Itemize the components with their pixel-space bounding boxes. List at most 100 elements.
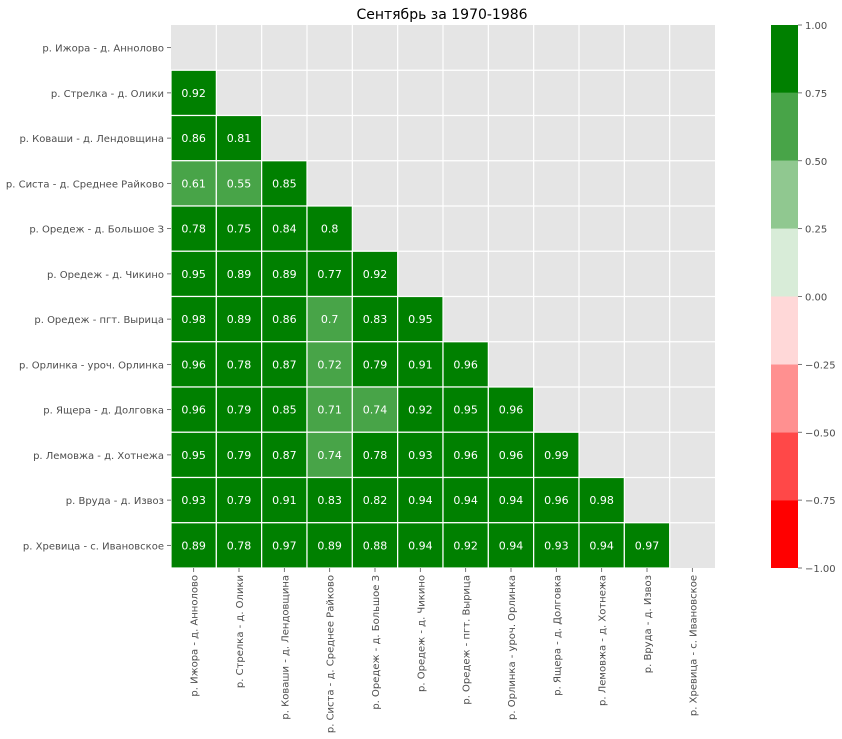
cell-value-label: 0.94 — [499, 494, 524, 507]
cell-value-label: 0.84 — [272, 223, 297, 236]
colorbar-segment — [771, 25, 798, 93]
heatmap-cell — [351, 386, 399, 433]
cell-value-label: 0.89 — [317, 539, 342, 552]
cell-value-label: 0.93 — [544, 539, 569, 552]
x-tick-label: р. Лемовжа - д. Хотнежа — [598, 575, 609, 706]
cell-value-label: 0.78 — [363, 449, 388, 462]
cell-value-label: 0.87 — [272, 358, 297, 371]
heatmap-cell — [306, 476, 353, 524]
cell-value-label: 0.72 — [317, 358, 342, 371]
chart-title: Сентябрь за 1970-1986 — [356, 7, 527, 23]
y-tick-label: р. Оредеж - д. Большое З — [29, 225, 164, 236]
heatmap-cell — [215, 431, 263, 479]
heatmap-cell — [170, 205, 217, 252]
cell-value-label: 0.85 — [272, 404, 297, 417]
cell-value-label: 0.92 — [408, 404, 433, 417]
cell-value-label: 0.89 — [272, 268, 297, 281]
cell-value-label: 0.96 — [453, 449, 478, 462]
heatmap-cell — [623, 522, 671, 569]
cell-value-label: 0.81 — [227, 132, 252, 145]
cell-value-label: 0.94 — [453, 494, 478, 507]
heatmap-cell — [578, 476, 625, 524]
colorbar: −1.00 −0.75 −0.50 −0.25 0.00 0.25 0.50 0.75 1.00 — [771, 21, 836, 575]
cell-value-label: 0.96 — [499, 449, 524, 462]
heatmap-cell — [261, 431, 308, 479]
cell-value-label: 0.96 — [181, 358, 206, 371]
cell-value-label: 0.94 — [408, 494, 433, 507]
cell-value-label: 0.79 — [227, 449, 252, 462]
colorbar-segment — [771, 364, 798, 433]
heatmap-cell — [351, 250, 399, 298]
heatmap-cell — [533, 431, 580, 479]
cell-value-label: 0.96 — [181, 404, 206, 417]
y-axis: р. Ижора - д. Аннолово р. Стрелка - д. Ол… — [6, 44, 171, 552]
x-tick-label: р. Орлинка - уроч. Орлинка — [507, 575, 518, 720]
heatmap-cell — [261, 341, 308, 388]
x-tick-label: р. Ящера - д. Долговка — [552, 575, 563, 696]
y-tick-label: р. Оредеж - д. Чикино — [47, 270, 164, 281]
cell-value-label: 0.96 — [499, 404, 524, 417]
cell-value-label: 0.77 — [317, 268, 342, 281]
cell-value-label: 0.99 — [544, 449, 569, 462]
heatmap-cell — [215, 522, 263, 569]
cell-value-label: 0.95 — [408, 313, 433, 326]
cell-value-label: 0.91 — [272, 494, 297, 507]
x-tick-label: р. Хревица - с. Ивановское — [688, 575, 699, 716]
heatmap-cell — [578, 522, 625, 569]
x-tick-label: р. Оредеж - д. Большое З — [371, 575, 382, 710]
cell-value-label: 0.93 — [181, 494, 206, 507]
heatmap-cell — [306, 250, 353, 298]
cell-value-label: 0.79 — [363, 358, 388, 371]
y-tick-label: р. Систа - д. Среднее Райково — [6, 179, 164, 190]
cell-value-label: 0.82 — [363, 494, 388, 507]
cell-value-label: 0.96 — [453, 358, 478, 371]
y-tick-label: р. Орлинка - уроч. Орлинка — [19, 360, 164, 371]
heatmap-cell — [306, 386, 353, 433]
x-tick-label: р. Оредеж - пгт. Вырица — [462, 575, 473, 705]
cell-value-label: 0.61 — [181, 177, 206, 190]
y-tick-label: р. Ящера - д. Долговка — [43, 406, 164, 417]
x-tick-label: р. Систа - д. Среднее Райково — [326, 575, 337, 733]
heatmap-cell — [487, 522, 535, 569]
y-tick-label: р. Стрелка - д. Олики — [51, 89, 164, 100]
y-tick-label: р. Лемовжа - д. Хотнежа — [33, 451, 164, 462]
y-tick-label: р. Хревица - с. Ивановское — [23, 541, 164, 552]
colorbar-segment — [771, 92, 798, 161]
colorbar-tick-label: 0.25 — [805, 225, 827, 236]
colorbar-tick-label: −0.75 — [805, 496, 836, 507]
cell-value-label: 0.95 — [181, 268, 206, 281]
heatmap-cell — [442, 522, 489, 569]
colorbar-segment — [771, 160, 798, 229]
cell-value-label: 0.86 — [272, 313, 297, 326]
colorbar-tick-label: 0.75 — [805, 89, 827, 100]
heatmap-cell — [261, 522, 308, 569]
colorbar-tick-label: −0.25 — [805, 360, 836, 371]
cell-value-label: 0.85 — [272, 177, 297, 190]
heatmap-cell — [397, 431, 444, 479]
cell-value-label: 0.95 — [181, 449, 206, 462]
cell-value-label: 0.92 — [363, 268, 388, 281]
cell-value-label: 0.89 — [181, 539, 206, 552]
y-tick-label: р. Вруда - д. Извоз — [66, 496, 164, 507]
heatmap-cell — [215, 295, 263, 343]
heatmap-cell — [397, 295, 444, 343]
cell-value-label: 0.98 — [181, 313, 206, 326]
cell-value-label: 0.78 — [227, 358, 252, 371]
colorbar-segment — [771, 500, 798, 568]
cell-value-label: 0.78 — [227, 539, 252, 552]
cell-value-label: 0.75 — [227, 223, 252, 236]
heatmap-cell — [533, 476, 580, 524]
heatmap-cell — [261, 476, 308, 524]
heatmap-cell — [442, 476, 489, 524]
cell-value-label: 0.89 — [227, 313, 252, 326]
heatmap-cell — [397, 386, 444, 433]
x-tick-label: р. Ижора - д. Аннолово — [190, 575, 201, 697]
cell-value-label: 0.78 — [181, 223, 206, 236]
heatmap-cells — [170, 69, 671, 569]
cell-value-label: 0.87 — [272, 449, 297, 462]
cell-value-label: 0.86 — [181, 132, 206, 145]
heatmap-cell — [215, 386, 263, 433]
cell-value-label: 0.92 — [181, 87, 206, 100]
heatmap-cell — [261, 160, 308, 207]
